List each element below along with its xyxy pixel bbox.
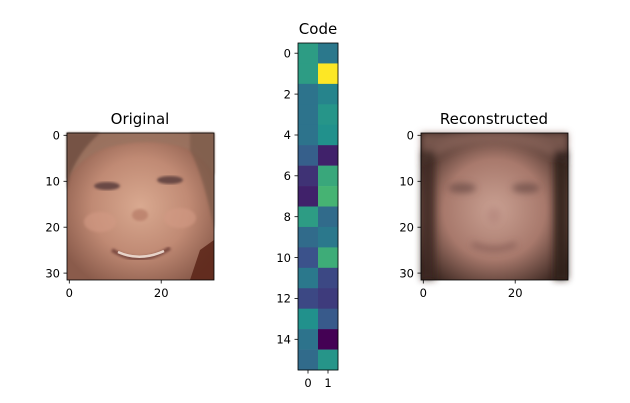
code-heatmap-cells — [298, 43, 339, 371]
code-cell-r8-c0 — [298, 206, 319, 228]
panel-original: Original 0 10 — [45, 110, 215, 300]
code-cell-r9-c0 — [298, 226, 319, 248]
code-cell-r4-c1 — [318, 124, 339, 146]
code-cell-r9-c1 — [318, 226, 339, 248]
code-cell-r2-c0 — [298, 83, 319, 105]
reconstructed-title: Reconstructed — [440, 110, 548, 128]
code-cell-r13-c1 — [318, 308, 339, 330]
original-image — [67, 133, 214, 280]
original-ytick-3: 30 — [45, 266, 60, 280]
code-cell-r10-c1 — [318, 247, 339, 269]
code-y-axis: 0 2 4 6 8 10 12 14 — [276, 46, 298, 347]
code-cell-r1-c1 — [318, 63, 339, 85]
code-cell-r7-c0 — [298, 186, 319, 207]
original-xtick-1: 20 — [154, 286, 169, 300]
panel-code: Code 0 2 4 6 8 10 12 14 0 1 — [276, 20, 339, 390]
reconstructed-ytick-3: 30 — [399, 266, 414, 280]
reconstructed-image — [421, 133, 568, 280]
code-cell-r0-c1 — [318, 43, 339, 64]
code-cell-r12-c0 — [298, 288, 319, 309]
code-ytick-0: 0 — [284, 46, 291, 60]
original-ytick-2: 20 — [45, 220, 60, 234]
panel-reconstructed: Reconstructed 0 10 20 30 — [399, 110, 569, 300]
code-xtick-0: 0 — [304, 376, 311, 390]
original-axes-frame — [66, 132, 215, 281]
code-title: Code — [299, 20, 337, 38]
code-cell-r0-c0 — [298, 43, 319, 64]
reconstructed-x-axis: 0 20 — [420, 280, 523, 300]
code-cell-r15-c1 — [318, 349, 339, 371]
code-ytick-5: 10 — [276, 251, 291, 265]
reconstructed-y-axis: 0 10 20 30 — [399, 129, 421, 280]
code-cell-r6-c1 — [318, 165, 339, 187]
code-cell-r12-c1 — [318, 288, 339, 309]
code-ytick-4: 8 — [284, 210, 291, 224]
code-cell-r13-c0 — [298, 308, 319, 330]
code-cell-r5-c1 — [318, 145, 339, 166]
reconstructed-ytick-2: 20 — [399, 220, 414, 234]
code-ytick-2: 4 — [284, 128, 291, 142]
code-ytick-1: 2 — [284, 87, 291, 101]
reconstructed-ytick-0: 0 — [407, 129, 414, 143]
code-cell-r14-c1 — [318, 329, 339, 350]
code-cell-r11-c0 — [298, 267, 319, 289]
original-x-axis: 0 20 — [66, 280, 169, 300]
code-x-axis: 0 1 — [304, 370, 332, 390]
code-cell-r11-c1 — [318, 267, 339, 289]
code-axes-frame — [297, 42, 339, 371]
code-cell-r15-c0 — [298, 349, 319, 371]
code-cell-r5-c0 — [298, 145, 319, 166]
code-cell-r1-c0 — [298, 63, 319, 85]
original-xtick-0: 0 — [66, 286, 73, 300]
original-title: Original — [111, 110, 170, 128]
code-cell-r3-c0 — [298, 104, 319, 126]
code-cell-r7-c1 — [318, 186, 339, 207]
code-xtick-1: 1 — [324, 376, 331, 390]
original-ytick-0: 0 — [53, 129, 60, 143]
reconstructed-axes-frame — [420, 132, 569, 281]
original-ytick-1: 10 — [45, 175, 60, 189]
code-cell-r3-c1 — [318, 104, 339, 126]
code-cell-r4-c0 — [298, 124, 319, 146]
code-ytick-3: 6 — [284, 169, 291, 183]
original-y-axis: 0 10 20 30 — [45, 129, 67, 280]
code-cell-r2-c1 — [318, 83, 339, 105]
reconstructed-xtick-1: 20 — [508, 286, 523, 300]
code-ytick-6: 12 — [276, 292, 291, 306]
reconstructed-ytick-1: 10 — [399, 175, 414, 189]
code-cell-r8-c1 — [318, 206, 339, 228]
reconstructed-xtick-0: 0 — [420, 286, 427, 300]
code-cell-r14-c0 — [298, 329, 319, 350]
code-ytick-7: 14 — [276, 333, 291, 347]
code-cell-r6-c0 — [298, 165, 319, 187]
code-cell-r10-c0 — [298, 247, 319, 269]
